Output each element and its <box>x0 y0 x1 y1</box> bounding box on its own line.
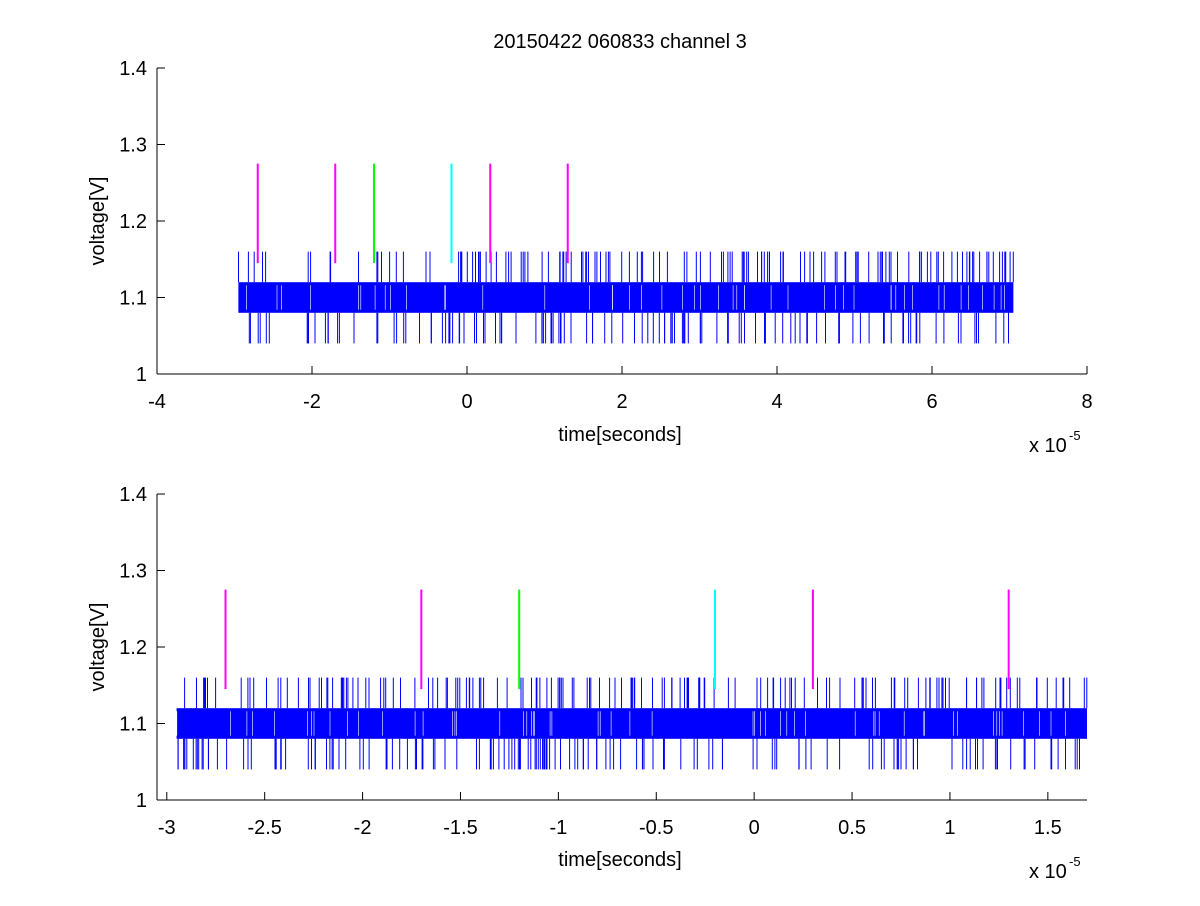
x-tick-label: 0.5 <box>838 817 866 839</box>
x-tick-label: 0 <box>461 391 472 413</box>
x-tick-label: -1 <box>549 817 567 839</box>
y-axis-label: voltage[V] <box>87 177 109 266</box>
plot-top: -4 -2 0 2 4 6 8 1 1.1 1.2 1.3 1.4 time[seconds] volta… <box>87 58 1093 457</box>
y-tick-label: 1.1 <box>119 714 147 736</box>
y-tick-label: 1.2 <box>119 211 147 233</box>
x-tick-label: -2 <box>303 391 321 413</box>
x-tick-label: -1.5 <box>443 817 477 839</box>
y-tick-label: 1.3 <box>119 561 147 583</box>
series-group <box>176 677 1088 770</box>
y-tick-label: 1 <box>136 364 147 386</box>
x-tick-label: -0.5 <box>639 817 673 839</box>
x-tick-label: 1.5 <box>1034 817 1062 839</box>
band-gaps <box>176 711 1066 736</box>
y-tick-label: 1.3 <box>119 135 147 157</box>
y-tick-label: 1.1 <box>119 288 147 310</box>
x-tick-label: 6 <box>926 391 937 413</box>
x-tick-label: 8 <box>1081 391 1092 413</box>
x-tick-label: 0 <box>749 817 760 839</box>
x-tick-label: -4 <box>148 391 166 413</box>
x-multiplier-exponent: -5 <box>1069 428 1081 443</box>
y-tick-label: 1.2 <box>119 637 147 659</box>
series-group <box>238 251 1014 344</box>
x-tick-label: -3 <box>158 817 176 839</box>
axes <box>156 68 1087 375</box>
band-gaps <box>246 285 1005 310</box>
x-axis-label: time[seconds] <box>558 424 681 446</box>
signal-spikes <box>177 677 1088 770</box>
figure-title: 20150422 060833 channel 3 <box>493 31 747 53</box>
y-tick-label: 1.4 <box>119 58 147 80</box>
x-multiplier-label: x 10 <box>1029 861 1067 883</box>
signal-band <box>176 708 1087 739</box>
y-tick-label: 1.4 <box>119 484 147 506</box>
y-axis-label: voltage[V] <box>87 603 109 692</box>
signal-spikes <box>238 251 1014 344</box>
x-tick-label: 4 <box>771 391 782 413</box>
plot-bottom: -3 -2.5 -2 -1.5 -1 -0.5 0 0.5 1 1.5 1 1.1 1.2 1.3 1.4 t… <box>87 484 1088 883</box>
x-tick-label: 2 <box>616 391 627 413</box>
x-tick-label: -2.5 <box>247 817 281 839</box>
x-tick-label: -2 <box>354 817 372 839</box>
x-multiplier-exponent: -5 <box>1069 854 1081 869</box>
axes <box>156 494 1087 801</box>
x-tick-label: 1 <box>944 817 955 839</box>
x-axis-label: time[seconds] <box>558 849 681 871</box>
x-multiplier-label: x 10 <box>1029 435 1067 457</box>
y-tick-label: 1 <box>136 790 147 812</box>
signal-band <box>238 282 1014 313</box>
